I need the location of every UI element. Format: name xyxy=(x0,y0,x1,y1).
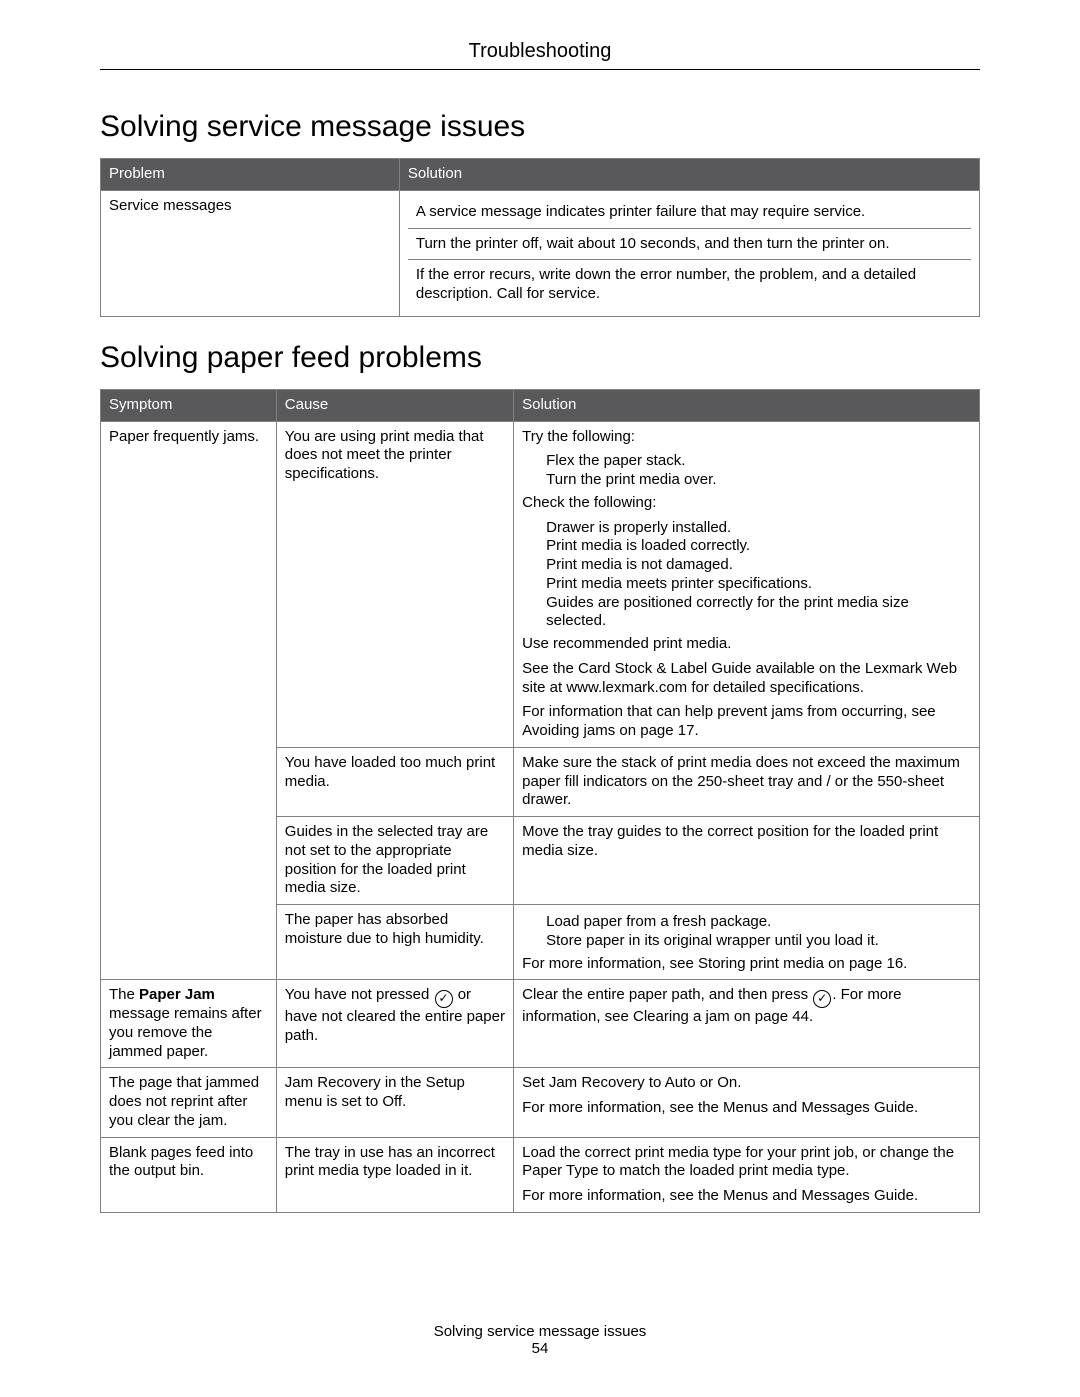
list-item: Drawer is properly installed. xyxy=(546,519,971,538)
cell-cause: Guides in the selected tray are not set … xyxy=(276,817,513,905)
list-item: Flex the paper stack. xyxy=(546,452,971,471)
list-item: Guides are positioned correctly for the … xyxy=(546,594,971,632)
sol-list: Load paper from a fresh package. Store p… xyxy=(522,913,971,951)
cell-cause: The tray in use has an incorrect print m… xyxy=(276,1137,513,1212)
list-item: Print media meets printer specifications… xyxy=(546,575,971,594)
solution-para: If the error recurs, write down the erro… xyxy=(408,259,971,310)
label-check: Check the following: xyxy=(522,494,971,513)
label-try: Try the following: xyxy=(522,428,971,447)
cell-solution: Load the correct print media type for yo… xyxy=(514,1137,980,1212)
cell-cause: You have not pressed ✓ or have not clear… xyxy=(276,980,513,1068)
cell-cause: You are using print media that does not … xyxy=(276,421,513,747)
solution-para: A service message indicates printer fail… xyxy=(408,197,971,228)
service-messages-table: Problem Solution Service messages A serv… xyxy=(100,158,980,317)
solution-para: Turn the printer off, wait about 10 seco… xyxy=(408,228,971,260)
list-item: Turn the print media over. xyxy=(546,471,971,490)
page: Troubleshooting Solving service message … xyxy=(0,0,1080,1397)
table-row: Paper frequently jams. You are using pri… xyxy=(101,421,980,747)
cell-symptom: The page that jammed does not reprint af… xyxy=(101,1068,277,1137)
solution-para: Load the correct print media type for yo… xyxy=(522,1144,971,1182)
link-avoiding-jams[interactable]: Avoiding jams on page 17 xyxy=(522,722,694,739)
cell-cause: The paper has absorbed moisture due to h… xyxy=(276,905,513,980)
list-item: Print media is not damaged. xyxy=(546,556,971,575)
cell-solution: Set Jam Recovery to Auto or On. For more… xyxy=(514,1068,980,1137)
check-icon: ✓ xyxy=(813,990,831,1008)
bold-paper-jam: Paper Jam xyxy=(139,986,215,1003)
col-problem: Problem xyxy=(101,159,400,191)
col-symptom: Symptom xyxy=(101,389,277,421)
footer-pagenumber: 54 xyxy=(0,1340,1080,1357)
solution-para: For more information, see Storing print … xyxy=(522,955,971,974)
link-lexmark[interactable]: www.lexmark.com xyxy=(566,679,687,696)
table-row: The page that jammed does not reprint af… xyxy=(101,1068,980,1137)
cell-symptom: Blank pages feed into the output bin. xyxy=(101,1137,277,1212)
cell-solution: Load paper from a fresh package. Store p… xyxy=(514,905,980,980)
link-storing-print-media[interactable]: Storing print media on page 16 xyxy=(698,955,903,972)
check-list: Drawer is properly installed. Print medi… xyxy=(522,519,971,632)
cell-problem: Service messages xyxy=(101,190,400,316)
footer-title: Solving service message issues xyxy=(0,1323,1080,1340)
try-list: Flex the paper stack. Turn the print med… xyxy=(522,452,971,490)
cell-symptom: Paper frequently jams. xyxy=(101,421,277,980)
cell-solution: Try the following: Flex the paper stack.… xyxy=(514,421,980,747)
cell-solution: Make sure the stack of print media does … xyxy=(514,747,980,816)
check-icon: ✓ xyxy=(435,990,453,1008)
solution-para: For information that can help prevent ja… xyxy=(522,703,971,741)
col-solution: Solution xyxy=(514,389,980,421)
page-footer: Solving service message issues 54 xyxy=(0,1323,1080,1357)
section-heading-paper-feed: Solving paper feed problems xyxy=(100,341,980,375)
table-row: Blank pages feed into the output bin. Th… xyxy=(101,1137,980,1212)
cell-cause: You have loaded too much print media. xyxy=(276,747,513,816)
col-cause: Cause xyxy=(276,389,513,421)
table-row: The Paper Jam message remains after you … xyxy=(101,980,980,1068)
link-clearing-jam[interactable]: Clearing a jam on page 44 xyxy=(633,1008,809,1025)
solution-para: For more information, see the Menus and … xyxy=(522,1099,971,1118)
header-rule xyxy=(100,69,980,70)
table-header-row: Problem Solution xyxy=(101,159,980,191)
cell-symptom: The Paper Jam message remains after you … xyxy=(101,980,277,1068)
solution-para: For more information, see the Menus and … xyxy=(522,1187,971,1206)
table-row: Service messages A service message indic… xyxy=(101,190,980,316)
list-item: Print media is loaded correctly. xyxy=(546,537,971,556)
cell-solution: Move the tray guides to the correct posi… xyxy=(514,817,980,905)
paper-feed-table: Symptom Cause Solution Paper frequently … xyxy=(100,389,980,1213)
col-solution: Solution xyxy=(399,159,979,191)
list-item: Load paper from a fresh package. xyxy=(546,913,971,932)
cell-cause: Jam Recovery in the Setup menu is set to… xyxy=(276,1068,513,1137)
table-header-row: Symptom Cause Solution xyxy=(101,389,980,421)
link-jam-recovery[interactable]: Jam Recovery xyxy=(549,1074,645,1091)
list-item: Store paper in its original wrapper unti… xyxy=(546,932,971,951)
cell-solution: A service message indicates printer fail… xyxy=(399,190,979,316)
section-heading-service-messages: Solving service message issues xyxy=(100,110,980,144)
solution-para: Set Jam Recovery to Auto or On. xyxy=(522,1074,971,1093)
cell-solution: Clear the entire paper path, and then pr… xyxy=(514,980,980,1068)
solution-para: Use recommended print media. xyxy=(522,635,971,654)
page-header-title: Troubleshooting xyxy=(100,40,980,63)
solution-para: See the Card Stock & Label Guide availab… xyxy=(522,660,971,698)
